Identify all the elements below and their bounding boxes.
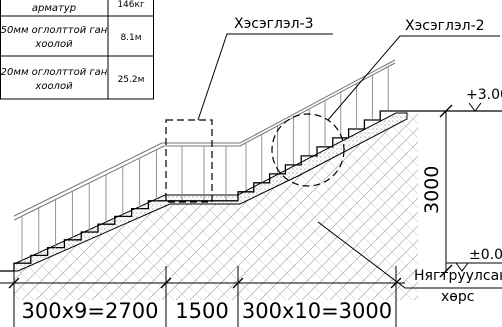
materials-table: арматур 146кг 50мм оглолттой ган хоолой 8… — [0, 0, 154, 100]
table-row-2-value: 8.1м — [120, 33, 141, 43]
dimension-height: 3000 — [421, 104, 453, 278]
dimension-landing-label: 1500 — [175, 299, 228, 323]
level-top-label: +3.00 — [466, 87, 502, 103]
table-row-1-item: арматур — [32, 3, 76, 14]
soil-label-line1: Нягтруулсан — [414, 268, 502, 284]
detail-3-leader — [197, 33, 333, 121]
level-bottom-label: ±0.00 — [469, 247, 502, 263]
soil-label-line2: хөрс — [441, 289, 474, 305]
level-mark-bottom: ±0.00 — [446, 247, 502, 272]
soil-label-leader — [317, 221, 502, 289]
dimension-lower-flight-label: 300x9=2700 — [22, 299, 159, 323]
dimension-horizontal — [0, 266, 405, 327]
table-row-2-item: 50мм оглолттой ган хоолой — [1, 25, 108, 50]
table-row-3-item: 20мм оглолттой ган хоолой — [1, 67, 108, 92]
table-row-3-value: 25.2м — [118, 75, 145, 85]
detail-3-dashed-box — [165, 119, 213, 203]
detail-2-dashed-circle — [271, 113, 345, 187]
stair-steps — [13, 110, 396, 271]
detail-2-label: Хэсэглэл-2 — [405, 18, 485, 34]
level-mark-top: +3.00 — [446, 87, 502, 112]
dimension-height-label: 3000 — [421, 166, 443, 214]
detail-3-label: Хэсэглэл-3 — [234, 16, 314, 32]
detail-2-leader — [327, 35, 500, 121]
compacted-soil-hatch — [14, 111, 418, 300]
handrail — [13, 59, 396, 264]
dimension-upper-flight-label: 300x10=3000 — [242, 299, 392, 323]
table-row-1-value: 146кг — [117, 0, 145, 10]
